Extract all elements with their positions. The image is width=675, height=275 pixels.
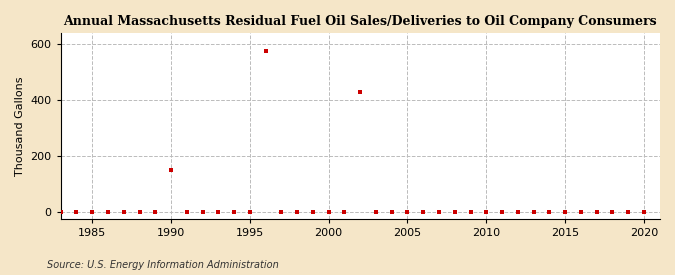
Point <box>450 210 460 214</box>
Point <box>71 210 82 214</box>
Point <box>402 210 413 214</box>
Point <box>134 210 145 214</box>
Point <box>244 210 255 214</box>
Point <box>213 210 223 214</box>
Point <box>55 210 66 214</box>
Point <box>165 168 176 172</box>
Point <box>118 210 129 214</box>
Point <box>355 90 366 94</box>
Point <box>418 210 429 214</box>
Point <box>591 210 602 214</box>
Point <box>386 210 397 214</box>
Point <box>512 210 523 214</box>
Point <box>433 210 444 214</box>
Point <box>229 210 240 214</box>
Point <box>560 210 570 214</box>
Point <box>323 210 334 214</box>
Title: Annual Massachusetts Residual Fuel Oil Sales/Deliveries to Oil Company Consumers: Annual Massachusetts Residual Fuel Oil S… <box>63 15 657 28</box>
Point <box>575 210 586 214</box>
Point <box>276 210 287 214</box>
Point <box>260 49 271 54</box>
Point <box>87 210 98 214</box>
Point <box>481 210 491 214</box>
Y-axis label: Thousand Gallons: Thousand Gallons <box>15 76 25 176</box>
Point <box>544 210 555 214</box>
Point <box>623 210 634 214</box>
Point <box>497 210 508 214</box>
Point <box>607 210 618 214</box>
Point <box>292 210 302 214</box>
Point <box>528 210 539 214</box>
Point <box>197 210 208 214</box>
Point <box>150 210 161 214</box>
Point <box>639 210 649 214</box>
Point <box>103 210 113 214</box>
Point <box>465 210 476 214</box>
Point <box>182 210 192 214</box>
Point <box>371 210 381 214</box>
Point <box>339 210 350 214</box>
Point <box>308 210 319 214</box>
Text: Source: U.S. Energy Information Administration: Source: U.S. Energy Information Administ… <box>47 260 279 270</box>
